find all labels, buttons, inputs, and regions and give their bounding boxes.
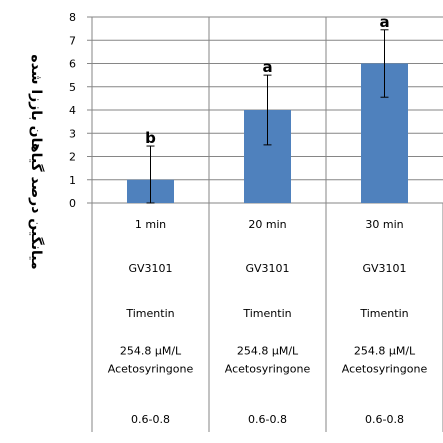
significance-letter: b (145, 129, 156, 147)
y-axis-title: میانگین درصد گیاهان باززا شده (28, 54, 45, 269)
y-tick-label: 6 (69, 58, 76, 71)
table-cell: Timentin (359, 307, 408, 320)
y-tick-label: 0 (69, 197, 76, 210)
table-cell: 0.6-0.8 (365, 413, 404, 426)
table-cell: 254.8 µM/L Acetosyringone (108, 345, 194, 376)
table-cell: GV3101 (245, 262, 289, 275)
table-cell: 0.6-0.8 (131, 413, 170, 426)
table-cell: 0.6-0.8 (248, 413, 287, 426)
significance-letter: a (262, 58, 272, 76)
table-cell: 254.8 µM/L Acetosyringone (225, 345, 311, 376)
table-cell: GV3101 (362, 262, 406, 275)
y-tick-label: 5 (69, 81, 76, 94)
x-tick-label: 30 min (365, 218, 403, 231)
table-cell: 254.8 µM/L Acetosyringone (342, 345, 428, 376)
x-tick-label: 1 min (135, 218, 166, 231)
y-tick-label: 8 (69, 11, 76, 24)
y-tick-label: 4 (69, 104, 76, 117)
y-tick-label: 1 (69, 174, 76, 187)
table-cell: Timentin (125, 307, 174, 320)
y-tick-label: 3 (69, 127, 76, 140)
x-tick-label: 20 min (248, 218, 286, 231)
table-cell: Timentin (242, 307, 291, 320)
y-tick-label: 2 (69, 151, 76, 164)
y-tick-label: 7 (69, 34, 76, 47)
table-cell: GV3101 (128, 262, 172, 275)
significance-letter: a (379, 13, 389, 31)
